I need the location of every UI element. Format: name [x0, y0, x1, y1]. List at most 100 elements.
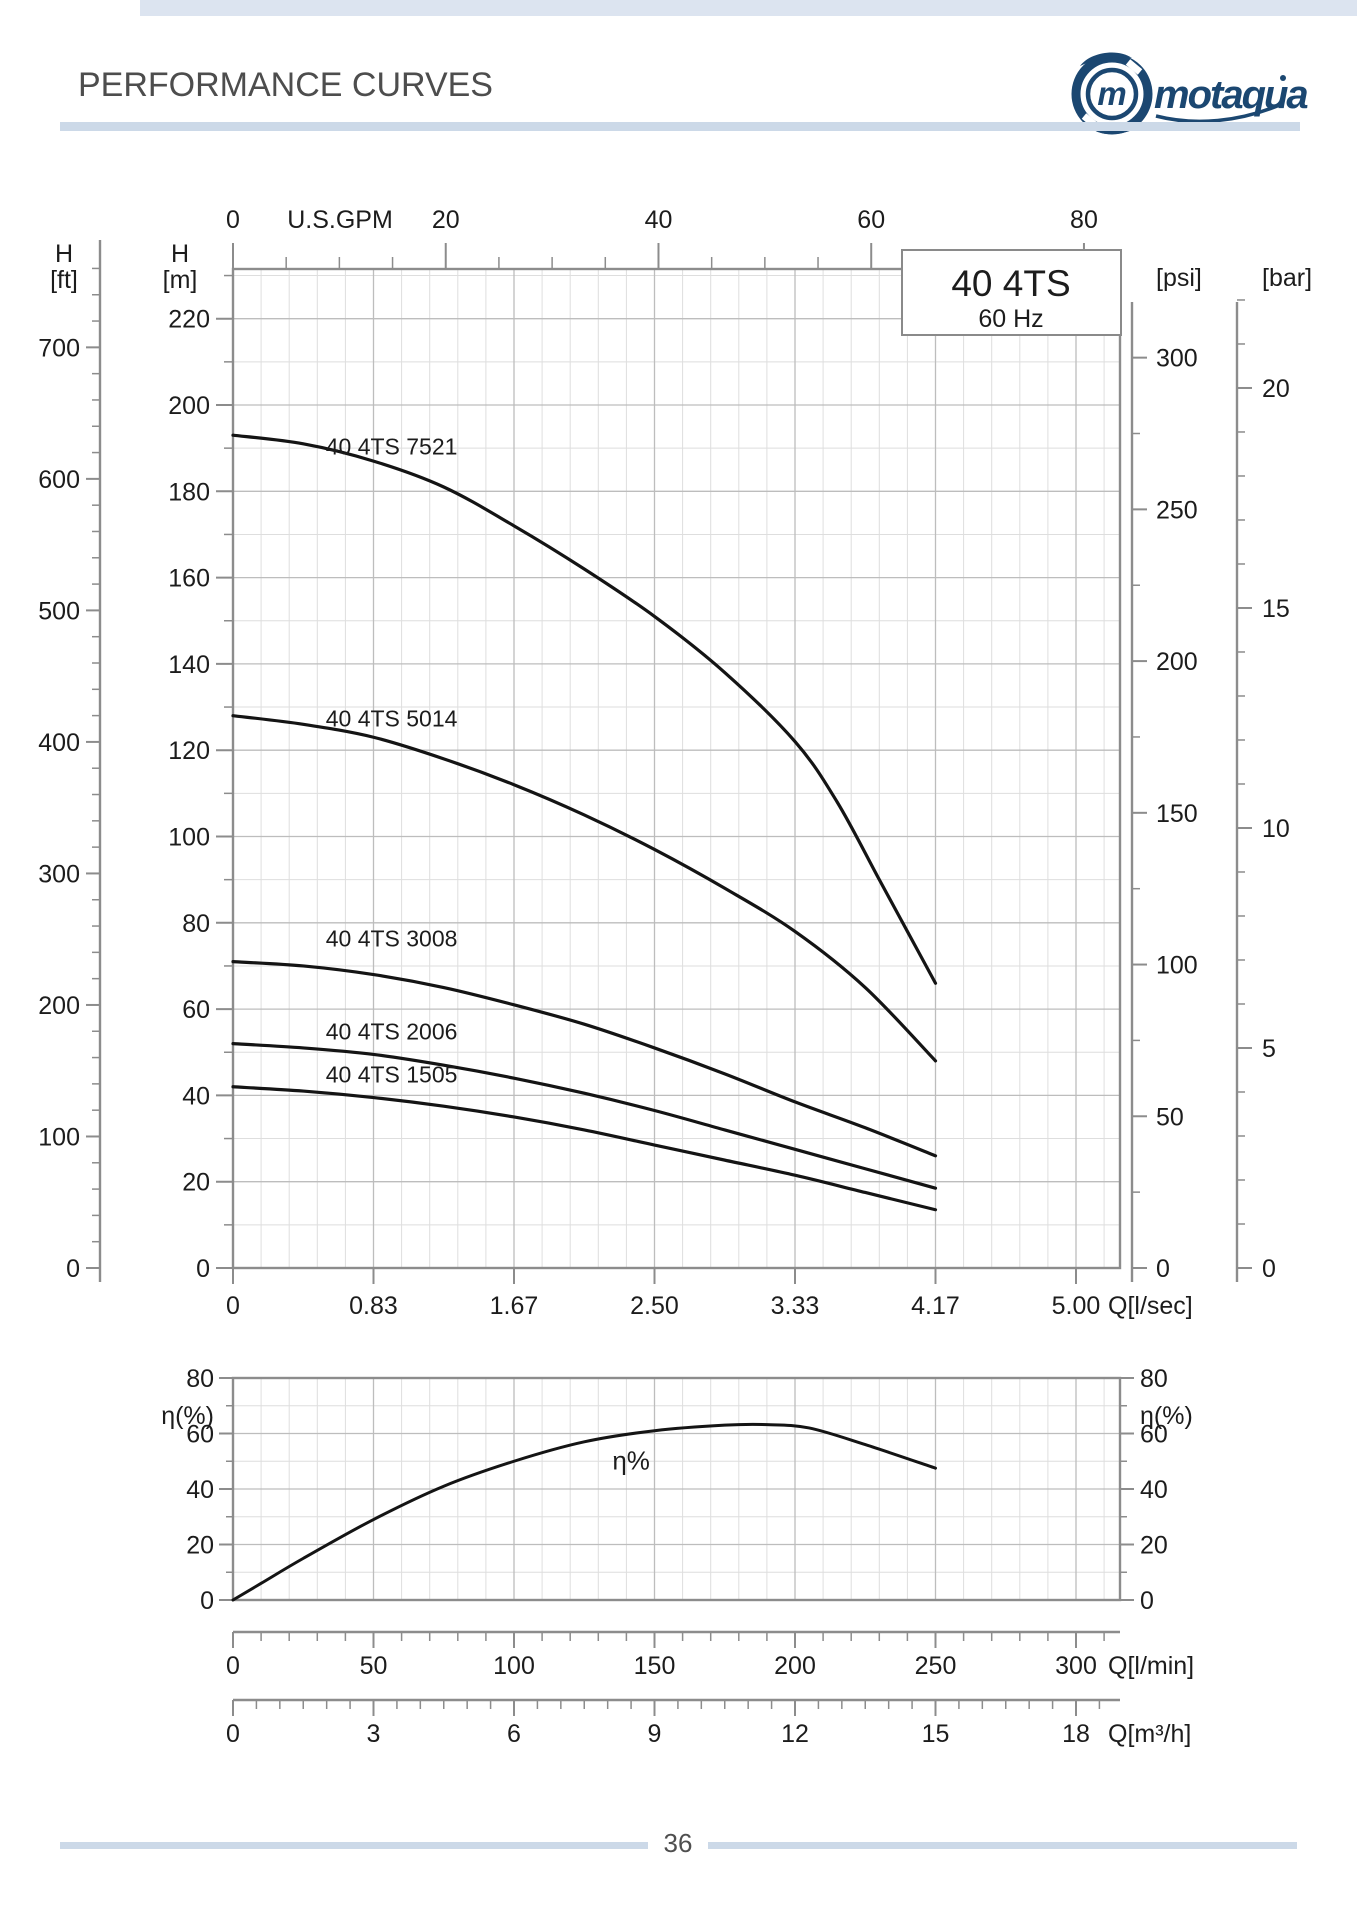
psi-axis-tick-label: 250	[1156, 496, 1198, 524]
ft-axis-title: H	[55, 240, 73, 268]
bottom-axis-tick-label: 2.50	[630, 1292, 679, 1320]
bottom-axis-tick-label: 5.00	[1052, 1292, 1101, 1320]
lmin-axis-tick-label: 0	[226, 1652, 240, 1680]
bottom-axis-tick-label: 3.33	[771, 1292, 820, 1320]
pump-curve-label: 40 4TS 3008	[326, 926, 458, 952]
ft-axis-tick-label: 600	[38, 466, 80, 494]
plot-border	[231, 267, 1122, 1270]
pump-curve	[231, 433, 938, 985]
m3h-axis-tick-label: 18	[1062, 1720, 1090, 1748]
ft-axis-tick-label: 200	[38, 992, 80, 1020]
lmin-axis-tick-label: 300	[1055, 1652, 1097, 1680]
logo-mark-letter: m	[1097, 75, 1126, 112]
m3h-axis-tick-label: 9	[648, 1720, 662, 1748]
efficiency-curve	[231, 1422, 937, 1602]
logo-swirl-gap	[1125, 59, 1143, 75]
top-axis-tick-label: 0	[226, 206, 240, 234]
m-axis-tick-label: 200	[168, 392, 210, 420]
eta-axis-tick-label: 60	[1140, 1421, 1168, 1449]
registered-mark-icon	[1280, 75, 1286, 81]
page-title: PERFORMANCE CURVES	[78, 66, 493, 104]
ft-axis-tick-label: 400	[38, 729, 80, 757]
eta-axis-tick-label: 60	[186, 1421, 214, 1449]
lmin-axis-tick-label: 250	[915, 1652, 957, 1680]
ft-axis-title: [ft]	[50, 266, 78, 294]
top-axis-tick-label: 80	[1070, 206, 1098, 234]
m-axis-tick-label: 80	[182, 910, 210, 938]
pump-curve-label: 40 4TS 1505	[326, 1061, 458, 1087]
m-axis-tick-label: 60	[182, 996, 210, 1024]
m-axis-title: H	[171, 240, 189, 268]
m-axis-tick-label: 20	[182, 1169, 210, 1197]
page-number: 36	[663, 1828, 693, 1858]
psi-axis-tick-label: 100	[1156, 952, 1198, 980]
bottom-axis-tick-label: 0	[226, 1292, 240, 1320]
m3h-axis-title: Q[m³/h]	[1108, 1720, 1191, 1748]
ft-axis-tick-label: 0	[66, 1255, 80, 1283]
ft-axis-tick-label: 700	[38, 334, 80, 362]
legend-title: 40 4TS	[951, 263, 1070, 304]
eta-axis-tick-label: 40	[1140, 1476, 1168, 1504]
bottom-axis-tick-label: 0.83	[349, 1292, 398, 1320]
eta-axis-tick-label: 20	[186, 1532, 214, 1560]
bottom-axis-tick-label: 1.67	[490, 1292, 539, 1320]
legend-box	[901, 249, 1122, 336]
lmin-axis-tick-label: 200	[774, 1652, 816, 1680]
header-accent-bar	[140, 0, 1357, 16]
bar-axis-tick-label: 20	[1262, 375, 1290, 403]
logo-inner-circle	[1085, 67, 1139, 121]
m3h-axis-tick-label: 0	[226, 1720, 240, 1748]
psi-axis-tick-label: 0	[1156, 1255, 1170, 1283]
bar-axis-title: [bar]	[1262, 264, 1312, 292]
m3h-axis-tick-label: 3	[367, 1720, 381, 1748]
pump-curve	[231, 1042, 938, 1190]
m-axis-tick-label: 100	[168, 824, 210, 852]
lmin-axis-tick-label: 100	[493, 1652, 535, 1680]
legend-subtitle: 60 Hz	[978, 305, 1043, 333]
top-axis-title: U.S.GPM	[287, 206, 393, 234]
psi-axis-tick-label: 200	[1156, 648, 1198, 676]
bottom-axis-title: Q[l/sec]	[1108, 1292, 1193, 1320]
pump-curve	[231, 960, 938, 1158]
m-axis-tick-label: 140	[168, 651, 210, 679]
lmin-axis-title: Q[l/min]	[1108, 1652, 1194, 1680]
footer-accent-bar-left	[60, 1842, 648, 1849]
ft-axis-tick-label: 300	[38, 860, 80, 888]
lmin-axis-tick-label: 50	[360, 1652, 388, 1680]
eta-axis-title: η(%)	[161, 1402, 214, 1430]
bar-axis-tick-label: 5	[1262, 1035, 1276, 1063]
pump-curve	[231, 1085, 938, 1212]
m3h-axis-tick-label: 12	[781, 1720, 809, 1748]
m-axis-tick-label: 0	[196, 1255, 210, 1283]
top-axis-tick-label: 60	[857, 206, 885, 234]
top-axis-tick-label: 20	[432, 206, 460, 234]
bar-axis-tick-label: 15	[1262, 595, 1290, 623]
ft-axis-tick-label: 100	[38, 1123, 80, 1151]
psi-axis-tick-label: 300	[1156, 345, 1198, 373]
eta-axis-tick-label: 0	[1140, 1587, 1154, 1615]
title-divider	[60, 122, 1300, 131]
eta-axis-tick-label: 80	[1140, 1365, 1168, 1393]
eta-axis-tick-label: 80	[186, 1365, 214, 1393]
footer-accent-bar-right	[708, 1842, 1297, 1849]
m-axis-tick-label: 40	[182, 1082, 210, 1110]
eta-axis-tick-label: 40	[186, 1476, 214, 1504]
m-axis-tick-label: 180	[168, 478, 210, 506]
pump-curve-label: 40 4TS 5014	[326, 705, 458, 731]
bar-axis-tick-label: 10	[1262, 815, 1290, 843]
eta-axis-title: η(%)	[1140, 1402, 1193, 1430]
eta-axis-tick-label: 0	[200, 1587, 214, 1615]
psi-axis-title: [psi]	[1156, 264, 1202, 292]
pump-curve-label: 40 4TS 2006	[326, 1018, 458, 1044]
psi-axis-tick-label: 150	[1156, 800, 1198, 828]
brand-logo-graphic: m motaqua	[1071, 52, 1310, 135]
logo-emblem: m	[1071, 52, 1153, 135]
top-axis-tick-label: 40	[645, 206, 673, 234]
brand-logo: m motaqua	[1070, 48, 1310, 138]
m3h-axis-tick-label: 15	[922, 1720, 950, 1748]
lmin-axis-tick-label: 150	[634, 1652, 676, 1680]
pump-curve	[231, 714, 938, 1063]
logo-swoosh	[1155, 102, 1283, 124]
